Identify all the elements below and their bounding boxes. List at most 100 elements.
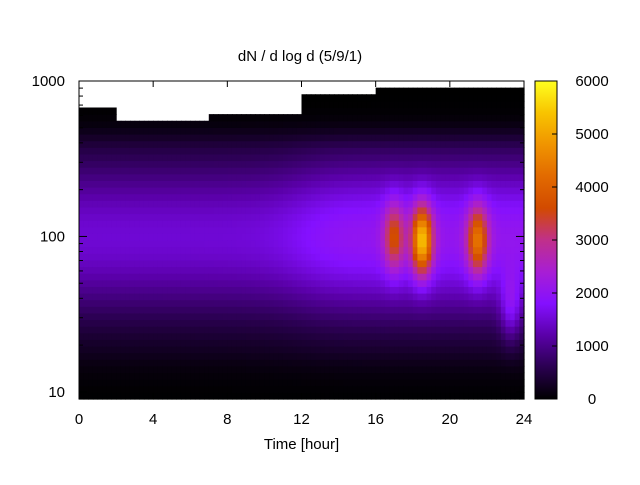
heatmap-cell	[259, 120, 266, 128]
heatmap-cell	[199, 187, 205, 195]
heatmap-cell	[129, 306, 136, 314]
heatmap-cell	[143, 173, 150, 181]
heatmap-cell	[510, 326, 516, 334]
heatmap-cell	[398, 240, 405, 248]
heatmap-cell	[496, 187, 502, 195]
heatmap-cell	[449, 187, 456, 195]
heatmap-cell	[213, 372, 219, 380]
heatmap-cell	[92, 114, 99, 122]
heatmap-cell	[116, 160, 122, 168]
heatmap-cell	[171, 140, 177, 148]
heatmap-cell	[459, 379, 465, 387]
heatmap-cell	[278, 332, 284, 340]
heatmap-cell	[153, 120, 159, 128]
heatmap-cell	[162, 293, 168, 301]
heatmap-cell	[496, 94, 502, 102]
heatmap-cell	[125, 326, 131, 334]
heatmap-cell	[162, 306, 168, 314]
heatmap-cell	[287, 233, 293, 241]
heatmap-cell	[162, 346, 168, 354]
heatmap-cell	[343, 193, 349, 201]
heatmap-cell	[394, 193, 400, 201]
heatmap-cell	[491, 140, 497, 148]
heatmap-cell	[468, 346, 474, 354]
heatmap-cell	[292, 365, 298, 374]
heatmap-cell	[352, 160, 358, 168]
heatmap-cell	[269, 200, 275, 208]
heatmap-cell	[426, 352, 432, 360]
heatmap-cell	[245, 312, 252, 321]
heatmap-cell	[408, 87, 414, 95]
heatmap-cell	[500, 279, 507, 287]
heatmap-cell	[194, 134, 201, 142]
heatmap-cell	[473, 220, 479, 228]
heatmap-cell	[306, 306, 312, 314]
heatmap-cell	[180, 246, 187, 254]
heatmap-cell	[491, 352, 497, 360]
heatmap-cell	[426, 240, 432, 248]
heatmap-cell	[171, 312, 177, 321]
heatmap-cell	[171, 372, 177, 380]
heatmap-cell	[153, 127, 159, 135]
heatmap-cell	[153, 332, 159, 340]
heatmap-cell	[162, 127, 168, 135]
heatmap-cell	[236, 173, 242, 181]
heatmap-cell	[157, 286, 164, 294]
heatmap-cell	[208, 372, 215, 380]
heatmap-cell	[449, 359, 456, 367]
heatmap-cell	[417, 213, 423, 221]
heatmap-cell	[514, 213, 520, 221]
heatmap-cell	[250, 173, 256, 181]
heatmap-cell	[231, 206, 238, 215]
heatmap-cell	[417, 253, 423, 261]
heatmap-cell	[320, 253, 326, 261]
heatmap-cell	[463, 233, 469, 241]
heatmap-cell	[241, 213, 247, 221]
heatmap-cell	[111, 107, 117, 115]
heatmap-cell	[180, 187, 187, 195]
heatmap-cell	[366, 167, 372, 175]
heatmap-cell	[380, 273, 386, 281]
heatmap-cell	[426, 293, 432, 301]
heatmap-cell	[176, 365, 182, 374]
heatmap-cell	[194, 312, 201, 321]
heatmap-cell	[171, 346, 177, 354]
heatmap-cell	[287, 293, 293, 301]
heatmap-cell	[510, 352, 516, 360]
heatmap-cell	[496, 392, 502, 400]
heatmap-cell	[204, 240, 210, 248]
heatmap-cell	[139, 372, 145, 380]
heatmap-cell	[394, 279, 400, 287]
heatmap-cell	[264, 306, 270, 314]
heatmap-cell	[440, 213, 446, 221]
heatmap-cell	[343, 359, 349, 367]
heatmap-cell	[380, 246, 386, 254]
heatmap-cell	[143, 359, 150, 367]
heatmap-cell	[162, 339, 168, 347]
heatmap-cell	[352, 253, 358, 261]
heatmap-cell	[366, 279, 372, 287]
heatmap-cell	[482, 286, 488, 294]
heatmap-cell	[329, 392, 335, 400]
heatmap-cell	[204, 326, 210, 334]
heatmap-cell	[389, 372, 395, 380]
heatmap-cell	[296, 286, 303, 294]
heatmap-cell	[426, 299, 432, 307]
heatmap-cell	[463, 339, 469, 347]
heatmap-cell	[463, 319, 469, 327]
heatmap-cell	[408, 160, 414, 168]
heatmap-cell	[426, 226, 432, 234]
heatmap-cell	[157, 220, 164, 228]
heatmap-cell	[459, 180, 465, 188]
heatmap-cell	[454, 233, 460, 241]
heatmap-cell	[408, 253, 414, 261]
heatmap-cell	[352, 147, 358, 155]
heatmap-cell	[371, 114, 377, 122]
heatmap-cell	[167, 259, 173, 268]
heatmap-cell	[315, 173, 321, 181]
heatmap-cell	[375, 167, 381, 175]
heatmap-cell	[412, 160, 418, 168]
heatmap-cell	[241, 153, 247, 162]
heatmap-cell	[213, 293, 219, 301]
heatmap-cell	[505, 206, 511, 215]
